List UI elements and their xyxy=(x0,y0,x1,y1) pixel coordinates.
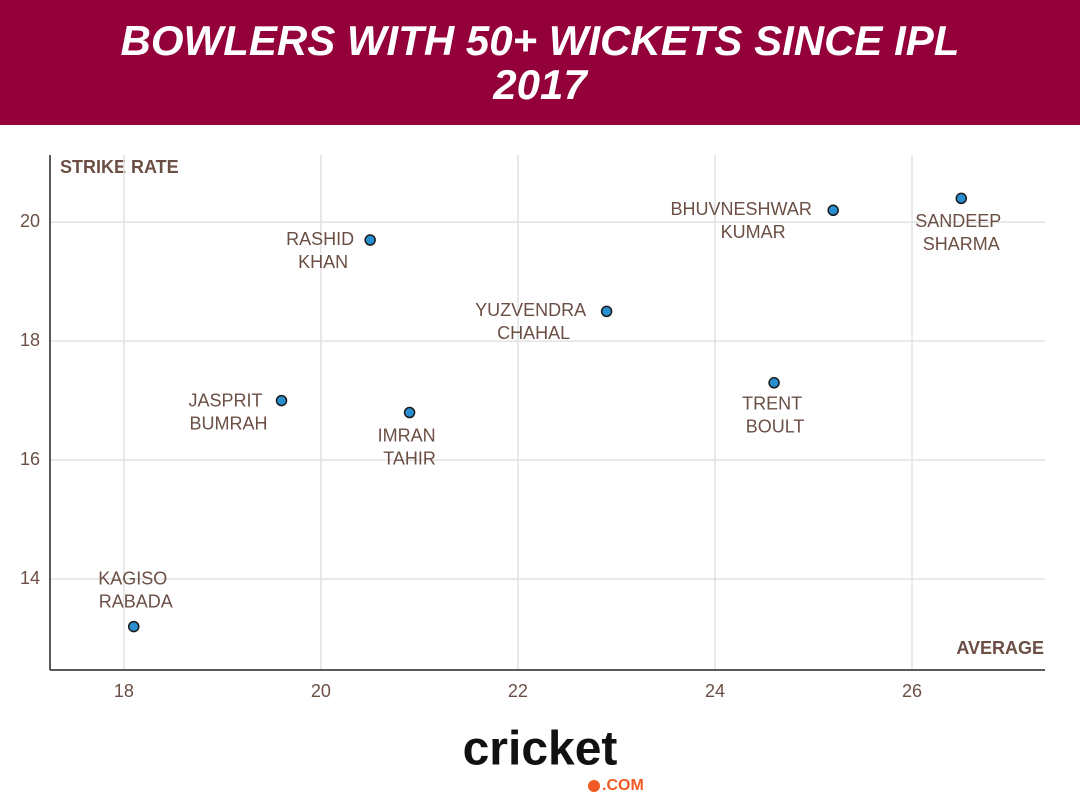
point-label: TRENT xyxy=(742,394,802,414)
point xyxy=(768,377,780,389)
x-tick-label: 22 xyxy=(508,681,528,701)
point-label: RASHID xyxy=(286,229,354,249)
logo-suffix: .COM xyxy=(602,777,644,794)
point-label: BOULT xyxy=(746,417,805,437)
point xyxy=(127,620,140,633)
point-label: IMRAN xyxy=(378,425,436,445)
point-label: BHUVNESHWAR xyxy=(671,199,812,219)
point xyxy=(275,394,288,407)
x-tick-label: 18 xyxy=(114,681,134,701)
point xyxy=(827,204,839,217)
point-label: KHAN xyxy=(298,252,348,272)
x-tick-label: 24 xyxy=(705,681,725,701)
logo-dot xyxy=(588,780,600,792)
y-tick-label: 18 xyxy=(20,330,40,350)
point-label: KAGISO xyxy=(98,568,167,588)
header: BOWLERS WITH 50+ WICKETS SINCE IPL 2017 xyxy=(0,0,1080,125)
point-label: CHAHAL xyxy=(497,323,570,343)
point xyxy=(364,234,376,246)
point xyxy=(403,406,416,419)
x-tick-label: 26 xyxy=(902,681,922,701)
y-tick-label: 16 xyxy=(20,449,40,469)
point-label: BUMRAH xyxy=(190,413,268,433)
logo: cricket xyxy=(463,723,618,776)
y-tick-label: 20 xyxy=(20,211,40,231)
point xyxy=(600,305,613,318)
point-label: SHARMA xyxy=(923,234,1000,254)
point-label: JASPRIT xyxy=(189,390,263,410)
point-label: SANDEEP xyxy=(915,211,1001,231)
chart-title: BOWLERS WITH 50+ WICKETS SINCE IPL 2017 xyxy=(120,16,960,108)
x-axis-label: AVERAGE xyxy=(956,638,1044,658)
y-axis-label: STRIKE RATE xyxy=(60,157,179,177)
point-label: RABADA xyxy=(99,591,173,611)
point-label: YUZVENDRA xyxy=(475,300,586,320)
point-label: KUMAR xyxy=(721,222,786,242)
y-tick-label: 14 xyxy=(20,568,40,588)
point-label: TAHIR xyxy=(383,448,436,468)
point xyxy=(955,192,968,205)
x-tick-label: 20 xyxy=(311,681,331,701)
